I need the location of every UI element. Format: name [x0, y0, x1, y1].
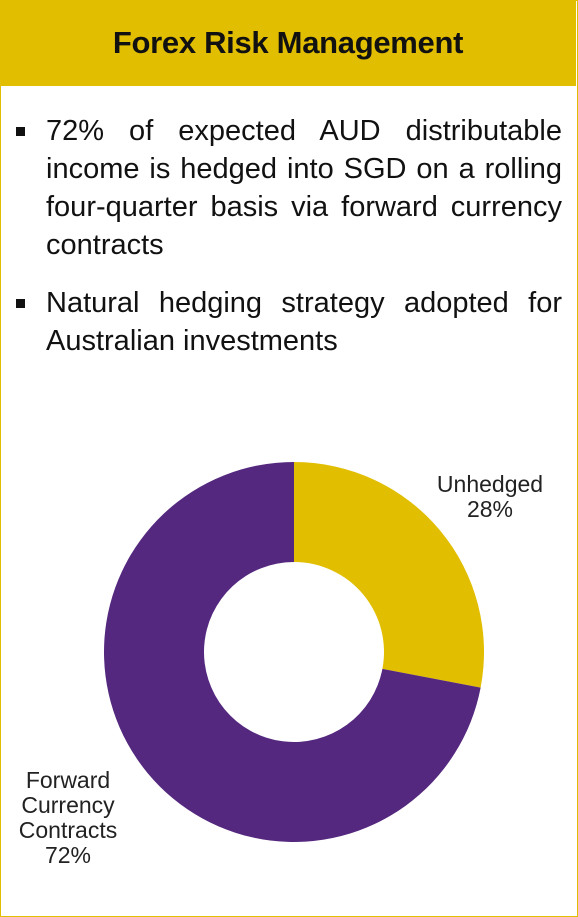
- bullet-square-icon: [16, 299, 25, 308]
- panel-header: Forex Risk Management: [0, 0, 576, 86]
- bullet-item: Natural hedging strategy adopted for Aus…: [14, 284, 562, 360]
- bullet-list: 72% of expected AUD distributable income…: [14, 112, 562, 380]
- slice-label-line: Contracts: [19, 817, 117, 843]
- slice-label-line: 72%: [45, 842, 91, 868]
- chart-slices: [104, 462, 484, 842]
- bullet-item: 72% of expected AUD distributable income…: [14, 112, 562, 264]
- donut-chart: Unhedged 28% Forward Currency Contracts 72%: [19, 462, 543, 868]
- slice-label-line: Currency: [21, 792, 115, 818]
- chart-labels: Unhedged 28% Forward Currency Contracts 72%: [19, 471, 543, 868]
- donut-slice-unhedged: [294, 462, 484, 688]
- slice-label-forward-currency-contracts: Forward Currency Contracts 72%: [19, 767, 117, 868]
- panel-title: Forex Risk Management: [112, 25, 464, 60]
- bullet-text: 72% of expected AUD distributable income…: [46, 115, 562, 261]
- bullet-text: Natural hedging strategy adopted for Aus…: [46, 287, 562, 357]
- slice-label-line: Forward: [26, 767, 110, 793]
- slice-label-unhedged: Unhedged 28%: [437, 471, 543, 522]
- bullet-square-icon: [16, 127, 25, 136]
- donut-slice-forward-currency-contracts: [104, 462, 481, 842]
- slice-label-line: 28%: [467, 496, 513, 522]
- slice-label-line: Unhedged: [437, 471, 543, 497]
